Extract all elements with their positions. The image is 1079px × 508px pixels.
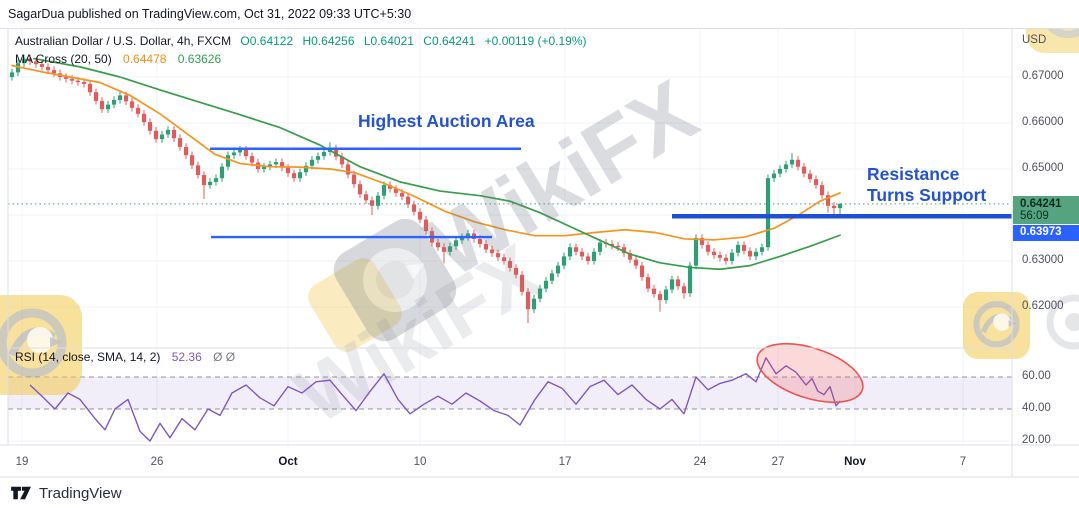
ohlc-close: C0.64241 [423,34,476,48]
rsi-tick-20.00: 20.00 [1022,434,1051,446]
time-tick-Nov: Nov [844,456,866,468]
rsi-label: RSI (14, close, SMA, 14, 2) [15,350,161,364]
ma20-line [11,64,841,241]
chart-area[interactable]: WikiFX WikiFX Australian Dollar / U.S. Do… [0,28,1079,478]
ohlc-high: H0.64256 [302,34,355,48]
published-info: SagarDua published on TradingView.com, O… [8,7,412,21]
rsi-plot [29,357,841,442]
wikifx-eagle-logo [963,292,1030,359]
ma-cross-label: MA Cross (20, 50) [15,52,112,66]
rsi-band [8,376,1012,410]
rsi-extra-values: Ø Ø [213,350,236,364]
pane-borders [0,28,1079,478]
bar-countdown: 56:09 [1020,210,1049,222]
time-tick-17: 17 [558,456,572,468]
price-tick-0.65000: 0.65000 [1022,162,1064,174]
time-tick-7: 7 [959,456,967,468]
tradingview-logo-text: TradingView [39,484,122,502]
publish-header: SagarDua published on TradingView.com, O… [0,0,1079,28]
annotation-highest-auction-area[interactable]: Highest Auction Area [358,111,535,131]
rsi-tick-40.00: 40.00 [1022,402,1051,414]
tradingview-logo[interactable]: TradingView [10,484,122,502]
annotation-resistance-line2: Turns Support [867,185,987,205]
ohlc-change: +0.00119 (+0.19%) [484,34,587,48]
annotation-resistance-turns-support[interactable]: Resistance Turns Support [867,164,986,206]
price-tick-0.63000: 0.63000 [1022,254,1064,266]
last-price-value: 0.64241 [1020,198,1062,210]
symbol-legend[interactable]: Australian Dollar / U.S. Dollar, 4h, FXC… [15,34,587,48]
ohlc-low: L0.64021 [363,34,414,48]
ohlc-open: O0.64122 [240,34,294,48]
ma50-value: 0.63626 [177,52,222,66]
price-axis-currency: USD [1022,34,1047,46]
ma50-line [33,57,841,271]
time-tick-27: 27 [771,456,785,468]
symbol-title: Australian Dollar / U.S. Dollar, 4h, FXC… [15,34,232,48]
rsi-tick-60.00: 60.00 [1022,370,1051,382]
candlestick-series [9,54,843,324]
rsi-ellipse[interactable] [750,332,870,414]
drawing-annotations[interactable] [210,147,1012,239]
time-tick-19: 19 [15,456,29,468]
time-tick-10: 10 [413,456,427,468]
rsi-value: 52.36 [171,350,202,364]
rsi-line [29,357,841,442]
ma20-value: 0.64478 [123,52,167,66]
time-tick-26: 26 [150,456,164,468]
rsi-legend[interactable]: RSI (14, close, SMA, 14, 2) 52.36 Ø Ø [15,350,235,364]
support-price-badge: 0.63973 [1013,225,1079,241]
price-tick-0.62000: 0.62000 [1022,300,1064,312]
wikifx-swirl-logo [1046,294,1079,350]
last-price-badge: 0.64241 56:09 [1013,196,1079,224]
rsi-ellipse-annotation [756,342,864,404]
tradingview-logo-icon [11,486,31,500]
wikifx-eagle-logo [1026,28,1079,53]
moving-averages [11,57,841,271]
time-tick-24: 24 [693,456,707,468]
wikifx-yellow-square [308,258,402,352]
price-tick-0.66000: 0.66000 [1022,116,1064,128]
ma-cross-legend[interactable]: MA Cross (20, 50) 0.64478 0.63626 [15,52,221,66]
time-tick-Oct: Oct [278,456,298,468]
price-tick-0.67000: 0.67000 [1022,70,1064,82]
annotation-resistance-line1: Resistance [867,164,960,184]
wikifx-eagle-logo [0,295,82,395]
wikifx-watermark-logo [333,218,457,342]
footer-bar: TradingView [0,478,1079,508]
